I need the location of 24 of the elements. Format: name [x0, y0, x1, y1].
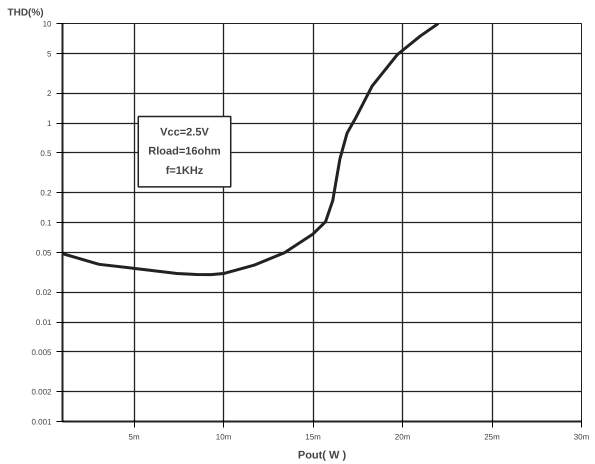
- y-axis-title: THD(%): [8, 8, 44, 18]
- y-tick-label: 5: [47, 49, 52, 58]
- y-tick-label: 0.02: [36, 288, 52, 298]
- x-tick-label: 30m: [574, 432, 590, 442]
- x-tick-label: 15m: [305, 432, 322, 442]
- y-tick-label: 0.002: [31, 388, 52, 397]
- y-tick-label: 10: [42, 20, 52, 28]
- y-tick-label: 0.05: [36, 248, 52, 258]
- y-tick-label: 0.5: [40, 148, 52, 158]
- y-tick-label: 2: [47, 89, 52, 98]
- y-tick-label: 0.005: [31, 348, 52, 357]
- x-tick-label: 5m: [128, 432, 140, 442]
- annotation: Rload=16ohm: [148, 146, 221, 158]
- x-tick-label: 20m: [394, 432, 411, 442]
- y-tick-label: 1: [47, 119, 52, 128]
- x-tick-label: 25m: [484, 432, 500, 442]
- y-tick-label: 0.1: [40, 218, 52, 228]
- x-tick-label: 10m: [216, 432, 232, 442]
- y-tick-label: 0.01: [36, 318, 52, 327]
- x-axis-title: Pout( W ): [298, 450, 346, 462]
- annotation: f=1KHz: [166, 164, 204, 177]
- annotation: Vcc=2.5V: [160, 126, 210, 138]
- y-tick-label: 0.001: [31, 418, 52, 426]
- y-tick-label: 0.2: [40, 188, 52, 198]
